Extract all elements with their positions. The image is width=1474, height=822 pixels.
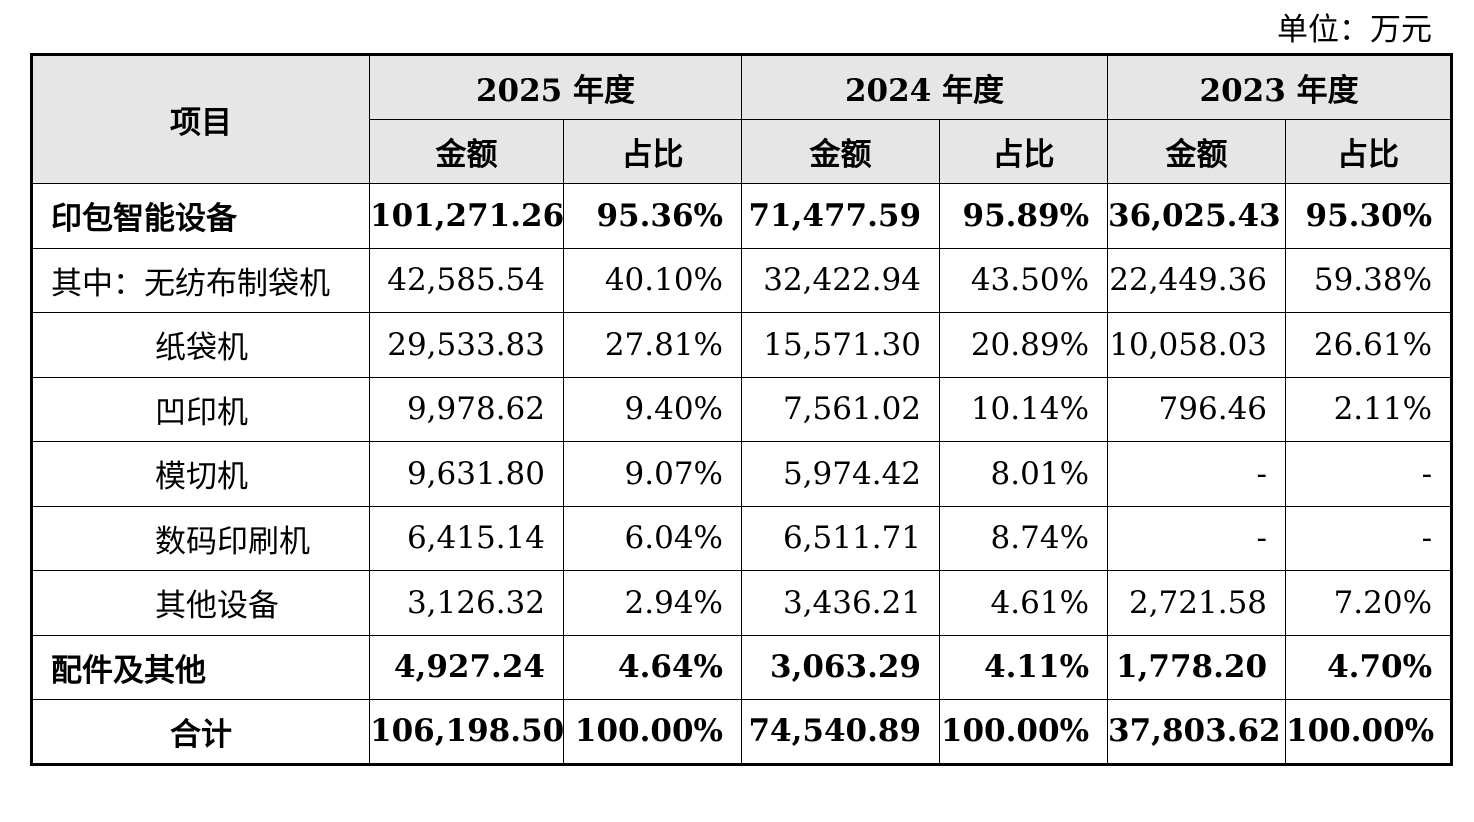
cell-ratio-2025: 4.64%	[562, 634, 743, 700]
row-label: 配件及其他	[31, 634, 370, 700]
cell-ratio-2025: 2.94%	[562, 570, 743, 636]
cell-ratio-2023: 100.00%	[1285, 699, 1453, 765]
cell-ratio-2025: 40.10%	[562, 247, 743, 313]
cell-ratio-2024: 4.11%	[939, 634, 1109, 700]
header-item: 项目	[31, 54, 370, 184]
cell-ratio-2024: 10.14%	[939, 376, 1109, 442]
revenue-table: 项目 2025 年度 2024 年度 2023 年度 金额 占比 金额 占比 金…	[30, 53, 1454, 766]
cell-ratio-2025: 27.81%	[562, 312, 743, 378]
row-label: 凹印机	[31, 376, 370, 442]
row-label: 其他设备	[31, 570, 370, 636]
cell-ratio-2024: 8.01%	[939, 441, 1109, 507]
cell-amount-2025: 29,533.83	[369, 312, 564, 378]
cell-amount-2025: 9,631.80	[369, 441, 564, 507]
row-label: 纸袋机	[31, 312, 370, 378]
row-label: 印包智能设备	[31, 183, 370, 249]
cell-ratio-2025: 95.36%	[562, 183, 743, 249]
cell-amount-2025: 6,415.14	[369, 505, 564, 571]
cell-ratio-2023: 59.38%	[1285, 247, 1453, 313]
cell-ratio-2024: 20.89%	[939, 312, 1109, 378]
cell-ratio-2023: -	[1285, 441, 1453, 507]
cell-amount-2023: -	[1107, 505, 1287, 571]
cell-ratio-2024: 95.89%	[939, 183, 1109, 249]
cell-ratio-2023: 95.30%	[1285, 183, 1453, 249]
header-amount: 金额	[1107, 118, 1287, 184]
cell-ratio-2025: 6.04%	[562, 505, 743, 571]
unit-label: 单位：万元	[1277, 12, 1432, 48]
cell-amount-2025: 4,927.24	[369, 634, 564, 700]
cell-amount-2023: 1,778.20	[1107, 634, 1287, 700]
cell-amount-2024: 3,436.21	[741, 570, 941, 636]
cell-amount-2024: 15,571.30	[741, 312, 941, 378]
table-row: 模切机 9,631.80 9.07% 5,974.42 8.01% - -	[31, 441, 1453, 507]
cell-amount-2023: 37,803.62	[1107, 699, 1287, 765]
cell-ratio-2024: 8.74%	[939, 505, 1109, 571]
table-row: 凹印机 9,978.62 9.40% 7,561.02 10.14% 796.4…	[31, 376, 1453, 442]
cell-ratio-2023: 2.11%	[1285, 376, 1453, 442]
cell-ratio-2023: 7.20%	[1285, 570, 1453, 636]
cell-ratio-2025: 9.40%	[562, 376, 743, 442]
cell-amount-2024: 7,561.02	[741, 376, 941, 442]
header-ratio: 占比	[939, 118, 1109, 184]
cell-ratio-2024: 100.00%	[939, 699, 1109, 765]
cell-amount-2023: 36,025.43	[1107, 183, 1287, 249]
table-row: 数码印刷机 6,415.14 6.04% 6,511.71 8.74% - -	[31, 505, 1453, 571]
cell-amount-2023: 22,449.36	[1107, 247, 1287, 313]
header-year-2024: 2024 年度	[741, 54, 1109, 120]
cell-amount-2023: -	[1107, 441, 1287, 507]
cell-amount-2025: 106,198.50	[369, 699, 564, 765]
cell-amount-2024: 71,477.59	[741, 183, 941, 249]
cell-amount-2025: 9,978.62	[369, 376, 564, 442]
cell-amount-2024: 32,422.94	[741, 247, 941, 313]
cell-ratio-2024: 43.50%	[939, 247, 1109, 313]
header-year-2023: 2023 年度	[1107, 54, 1453, 120]
table-row: 其他设备 3,126.32 2.94% 3,436.21 4.61% 2,721…	[31, 570, 1453, 636]
cell-amount-2025: 42,585.54	[369, 247, 564, 313]
header-amount: 金额	[741, 118, 941, 184]
header-row-years: 项目 2025 年度 2024 年度 2023 年度	[31, 54, 1453, 184]
header-ratio: 占比	[1285, 118, 1453, 184]
cell-ratio-2023: -	[1285, 505, 1453, 571]
row-label: 模切机	[31, 441, 370, 507]
table-row: 配件及其他 4,927.24 4.64% 3,063.29 4.11% 1,77…	[31, 634, 1453, 700]
cell-amount-2025: 3,126.32	[369, 570, 564, 636]
cell-amount-2025: 101,271.26	[369, 183, 564, 249]
cell-amount-2024: 74,540.89	[741, 699, 941, 765]
row-label: 数码印刷机	[31, 505, 370, 571]
row-label: 其中：无纺布制袋机	[31, 247, 370, 313]
header-amount: 金额	[369, 118, 564, 184]
header-row-metrics: 金额 占比 金额 占比 金额 占比	[32, 118, 1453, 184]
header-ratio: 占比	[562, 118, 743, 184]
table-row: 其中：无纺布制袋机 42,585.54 40.10% 32,422.94 43.…	[31, 247, 1453, 313]
cell-amount-2023: 2,721.58	[1107, 570, 1287, 636]
total-row: 合计 106,198.50 100.00% 74,540.89 100.00% …	[31, 699, 1453, 765]
cell-amount-2024: 3,063.29	[741, 634, 941, 700]
cell-ratio-2025: 9.07%	[562, 441, 743, 507]
header-year-2025: 2025 年度	[368, 54, 743, 120]
cell-ratio-2023: 26.61%	[1285, 312, 1453, 378]
cell-amount-2024: 6,511.71	[741, 505, 941, 571]
cell-amount-2024: 5,974.42	[741, 441, 941, 507]
cell-ratio-2025: 100.00%	[562, 699, 743, 765]
cell-ratio-2024: 4.61%	[939, 570, 1109, 636]
row-label: 合计	[31, 699, 370, 765]
table-row: 纸袋机 29,533.83 27.81% 15,571.30 20.89% 10…	[31, 312, 1453, 378]
cell-ratio-2023: 4.70%	[1285, 634, 1453, 700]
table-row: 印包智能设备 101,271.26 95.36% 71,477.59 95.89…	[31, 183, 1453, 249]
cell-amount-2023: 796.46	[1107, 376, 1287, 442]
cell-amount-2023: 10,058.03	[1107, 312, 1287, 378]
